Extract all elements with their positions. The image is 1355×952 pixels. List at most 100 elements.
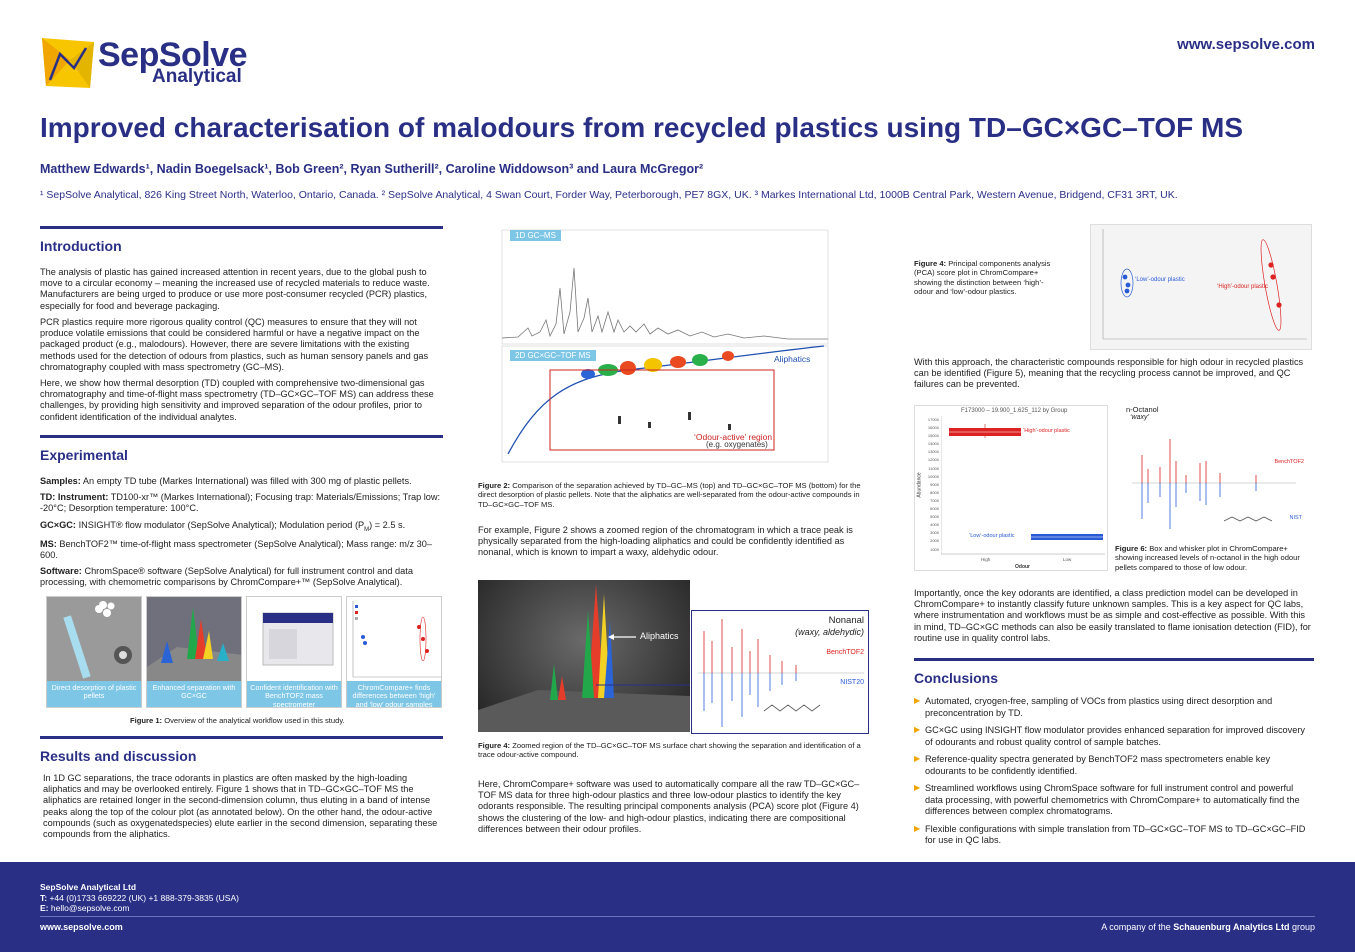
footer-email[interactable]: hello@sepsolve.com — [50, 903, 130, 913]
surface-chart — [478, 584, 694, 732]
gc-text-end: ) = 2.5 s. — [369, 519, 406, 530]
intro-p2: PCR plastics require more rigorous quali… — [40, 316, 429, 372]
boxplot-low-label: ‘Low’-odour plastic — [969, 533, 1015, 539]
td-tube-icon — [47, 597, 141, 683]
software-text: ChromSpace® software (SepSolve Analytica… — [40, 566, 413, 588]
authors: Matthew Edwards¹, Nadin Boegelsack¹, Bob… — [40, 162, 704, 176]
boxplot-x-tick-low: Low — [1063, 557, 1072, 562]
surface-plot-icon — [147, 597, 241, 683]
workflow-label-3: Confident identification with BenchTOF2 … — [247, 681, 341, 707]
fig3-aliphatics-label: Aliphatics — [640, 631, 679, 641]
instrument-icon — [247, 597, 341, 683]
fig5-odour: ‘waxy’ — [1130, 414, 1150, 421]
fig3-text: Zoomed region of the TD–GC×GC–TOF MS sur… — [478, 741, 861, 760]
fig3-lib2: NIST20 — [840, 679, 864, 686]
pca-mini-icon — [347, 597, 441, 683]
logo-name: SepSolve — [98, 36, 248, 74]
workflow-step-1: Direct desorption of plastic pellets — [46, 596, 142, 708]
td-text: TD100-xr™ (Markes International); Focusi… — [40, 492, 441, 514]
affiliations: ¹ SepSolve Analytical, 826 King Street N… — [40, 189, 1178, 201]
workflow-step-3: Confident identification with BenchTOF2 … — [246, 596, 342, 708]
fig5-label: Figure 6: — [1115, 544, 1148, 553]
right-text-2: Importantly, once the key odorants are i… — [914, 588, 1311, 643]
fig3-compound-name: Nonanal — [828, 615, 864, 626]
footer-group-name: Schauenburg Analytics Ltd — [1173, 922, 1290, 932]
ms-label: MS: — [40, 538, 57, 549]
gc-label: GC×GC: — [40, 519, 76, 530]
fig5-text: Box and whisker plot in ChromCompare+ sh… — [1115, 544, 1300, 572]
fig5-spectra-chart — [1132, 439, 1296, 529]
footer-group-pre: A company of the — [1101, 922, 1174, 932]
mid-text-1: For example, Figure 2 shows a zoomed reg… — [478, 525, 853, 558]
pca-plot — [1102, 229, 1307, 340]
conclusion-item: Reference-quality spectra generated by B… — [914, 754, 1312, 777]
gc-text: INSIGHT® flow modulator (SepSolve Analyt… — [78, 519, 365, 530]
fig2-label: Figure 2: — [478, 481, 511, 490]
intro-text: The analysis of plastic has gained incre… — [40, 267, 443, 428]
footer-website[interactable]: www.sepsolve.com — [40, 922, 123, 932]
fig5-caption: Figure 6: Box and whisker plot in ChromC… — [1115, 544, 1311, 572]
fig3-odour: (waxy, aldehydic) — [795, 627, 864, 637]
figure-3-spectra: Nonanal (waxy, aldehydic) BenchTOF2 NIST… — [691, 610, 869, 734]
footer-phone-line: T: +44 (0)1733 669222 (UK) +1 888-379-38… — [40, 893, 239, 903]
footer-email-line: E: hello@sepsolve.com — [40, 903, 129, 913]
header-website[interactable]: www.sepsolve.com — [1177, 36, 1315, 53]
boxplot-x-tick-high: High — [981, 557, 991, 562]
fig2-aliphatics-label: Aliphatics — [774, 354, 811, 364]
fig1-label: Figure 1: — [130, 716, 163, 725]
footer-phone: +44 (0)1733 669222 (UK) +1 888-379-3835 … — [49, 893, 239, 903]
fig1-text: Overview of the analytical workflow used… — [164, 716, 345, 725]
tag-2d-gcxgc: 2D GC×GC–TOF MS — [510, 350, 596, 361]
figure-3-surface: Aliphatics — [478, 580, 694, 732]
boxplot-x-title: Odour — [1015, 564, 1030, 570]
fig1-caption: Figure 1: Overview of the analytical wor… — [130, 716, 345, 725]
intro-heading: Introduction — [40, 238, 122, 254]
fig3-lib1: BenchTOF2 — [826, 649, 864, 656]
conclusion-item: Automated, cryogen-free, sampling of VOC… — [914, 696, 1312, 719]
figure-2-chart — [501, 229, 829, 463]
exp-heading: Experimental — [40, 447, 128, 463]
figure-5-boxplot: F173000 – 19.900_1.625_112 by Group 1700… — [914, 405, 1108, 571]
ms-text: BenchTOF2™ time-of-flight mass spectrome… — [40, 538, 432, 561]
boxplot-chart — [941, 416, 1105, 555]
workflow-label-2: Enhanced separation with GC×GC — [147, 681, 241, 707]
right-text-1: With this approach, the characteristic c… — [914, 357, 1304, 390]
workflow-label-1: Direct desorption of plastic pellets — [47, 681, 141, 707]
workflow-figure: Direct desorption of plastic pellets Enh… — [46, 596, 442, 708]
fig5-lib2: NIST — [1289, 515, 1302, 521]
tag-1d-gcms: 1D GC–MS — [510, 230, 561, 241]
fig4-label: Figure 4: — [914, 259, 947, 268]
footer-company: SepSolve Analytical Ltd — [40, 882, 137, 892]
logo: SepSolve Analytical — [40, 36, 248, 90]
footer-divider — [40, 916, 1315, 917]
conclusion-item: GC×GC using INSIGHT flow modulator provi… — [914, 725, 1312, 748]
pca-high-label: ‘High’-odour plastic — [1217, 284, 1269, 290]
intro-p1: The analysis of plastic has gained incre… — [40, 267, 430, 311]
fig5-lib1: BenchTOF2 — [1274, 459, 1304, 465]
workflow-step-2: Enhanced separation with GC×GC — [146, 596, 242, 708]
intro-p3: Here, we show how thermal desorption (TD… — [40, 377, 434, 422]
workflow-label-4: ChromCompare+ finds differences between … — [347, 681, 441, 707]
gc-sub: M — [364, 526, 370, 533]
boxplot-high-label: ‘High’-odour plastic — [1023, 428, 1070, 434]
boxplot-y-ticks: 17000 16000 15000 14000 13000 12000 11000 10000… — [927, 417, 939, 552]
fig4-caption: Figure 4: Principal components analysis … — [914, 259, 1054, 297]
workflow-step-4: ChromCompare+ finds differences between … — [346, 596, 442, 708]
td-label: TD: Instrument: — [40, 492, 109, 503]
fig3-label: Figure 4: — [478, 741, 511, 750]
figure-4-pca: ‘Low’-odour plastic ‘High’-odour plastic — [1090, 224, 1312, 350]
logo-subtitle: Analytical — [152, 66, 242, 87]
figure-5-spectra: n-Octanol ‘waxy’ BenchTOF2 NIST — [1112, 405, 1312, 535]
fig2-text: Comparison of the separation achieved by… — [478, 481, 861, 509]
conclusions-heading: Conclusions — [914, 670, 999, 686]
conclusions-list: Automated, cryogen-free, sampling of VOC… — [914, 696, 1312, 853]
tic-trace — [501, 267, 828, 340]
footer: SepSolve Analytical Ltd T: +44 (0)1733 6… — [0, 862, 1355, 952]
samples-label: Samples: — [40, 476, 81, 486]
footer-group-post: group — [1289, 922, 1315, 932]
intro-bar — [40, 226, 443, 229]
logo-icon — [42, 38, 94, 88]
results-bar — [40, 736, 443, 739]
pca-low-label: ‘Low’-odour plastic — [1135, 277, 1185, 283]
footer-group-line: A company of the Schauenburg Analytics L… — [1101, 922, 1315, 932]
